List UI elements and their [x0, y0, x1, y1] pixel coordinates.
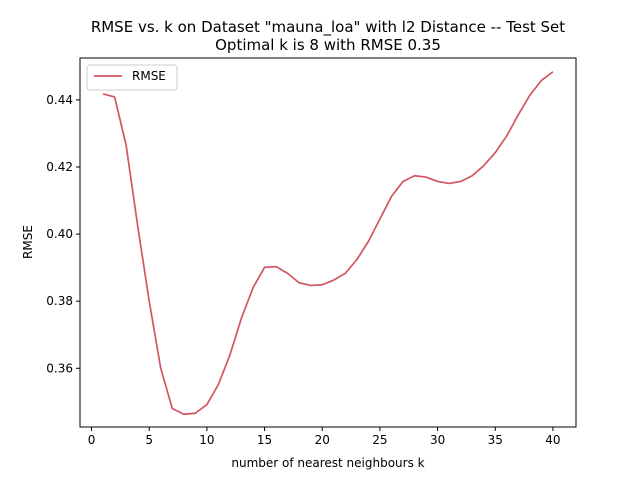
chart-title: RMSE vs. k on Dataset "mauna_loa" with l… — [91, 18, 565, 37]
x-tick-label: 40 — [545, 433, 560, 447]
plot-area — [102, 71, 554, 416]
y-tick-label: 0.40 — [46, 227, 73, 241]
y-tick-label: 0.44 — [46, 93, 73, 107]
x-tick-label: 20 — [315, 433, 330, 447]
y-tick-label: 0.38 — [46, 294, 73, 308]
x-axis-label: number of nearest neighbours k — [231, 456, 424, 470]
x-tick-label: 30 — [430, 433, 445, 447]
y-axis: 0.36 0.38 0.40 0.42 0.44 — [46, 93, 80, 375]
y-tick-label: 0.36 — [46, 361, 73, 375]
x-tick-label: 15 — [257, 433, 272, 447]
plot-frame — [79, 57, 577, 428]
chart-subtitle: Optimal k is 8 with RMSE 0.35 — [215, 36, 441, 54]
legend-box — [86, 64, 178, 91]
x-axis: 0 5 10 15 20 25 30 35 40 — [88, 427, 561, 447]
x-tick-label: 25 — [372, 433, 387, 447]
x-tick-label: 0 — [88, 433, 96, 447]
x-tick-label: 5 — [145, 433, 153, 447]
x-tick-label: 35 — [488, 433, 503, 447]
legend-label-rmse: RMSE — [132, 69, 166, 83]
series-line-rmse — [102, 71, 554, 416]
x-tick-label: 10 — [199, 433, 214, 447]
y-axis-label: RMSE — [21, 225, 35, 259]
y-tick-label: 0.42 — [46, 160, 73, 174]
legend: RMSE — [86, 64, 178, 91]
